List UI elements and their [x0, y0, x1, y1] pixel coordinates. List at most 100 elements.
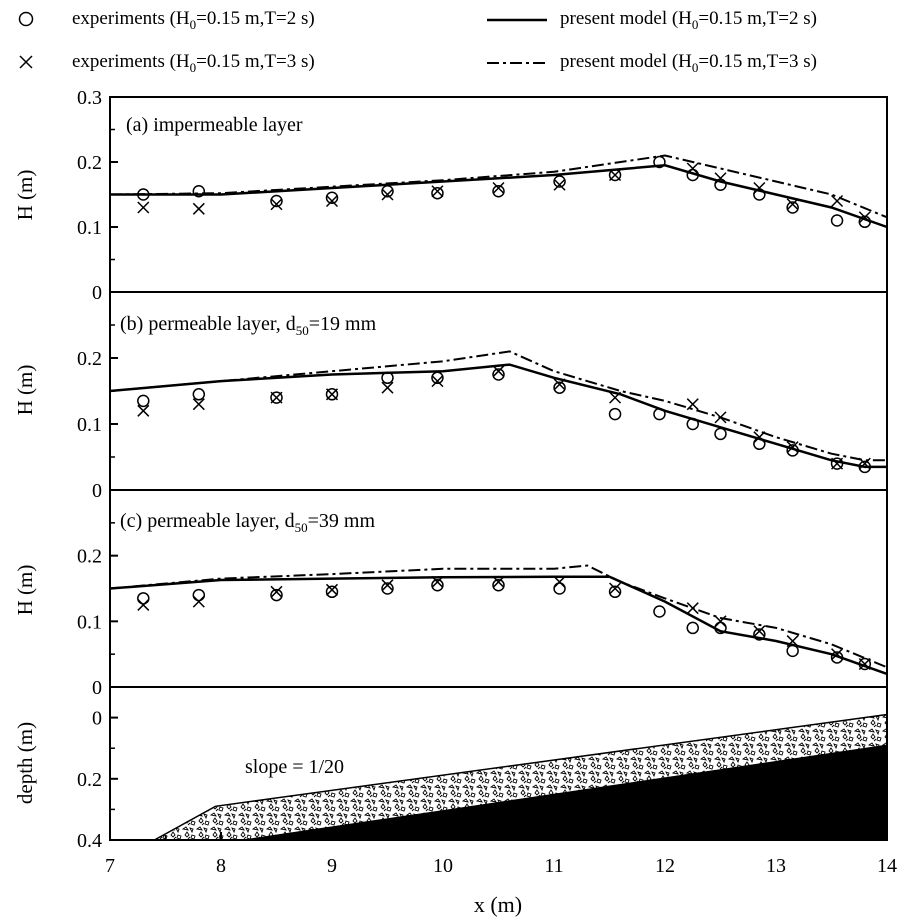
y-tick-label: 0	[92, 480, 102, 502]
legend-item-experiments-t2: experiments (H0=0.15 m,T=2 s)	[18, 8, 315, 32]
exp-point-t2	[492, 578, 505, 592]
panel-b-data	[109, 350, 887, 474]
exp-point-t3	[686, 398, 699, 411]
panel-a-data	[109, 154, 888, 229]
y-tick-label: 0.1	[77, 414, 102, 436]
panel-b-label: (b) permeable layer, d50=19 mm	[120, 313, 377, 338]
x-tick-label: 13	[766, 855, 786, 877]
exp-point-t3	[381, 381, 394, 394]
panel-b-label-tail: =19 mm	[309, 313, 377, 335]
exp-point-t3	[325, 194, 339, 208]
panel-a-ylabel: H (m)	[13, 170, 37, 221]
exp-point-t3	[270, 391, 283, 404]
exp-point-t2	[137, 592, 150, 605]
model-line-t2	[109, 575, 888, 676]
exp-point-t2	[325, 191, 339, 204]
exp-point-t3	[609, 168, 622, 182]
exp-point-t3	[786, 198, 799, 211]
exp-point-t2	[325, 388, 339, 401]
model-line-t2	[110, 164, 888, 229]
legend-label-sub: 0	[190, 60, 197, 75]
y-tick-label: 0.4	[77, 830, 102, 852]
y-tick-label: 0	[92, 708, 102, 730]
legend-label-sub: 0	[692, 17, 699, 32]
svg-text:present model (H0=0.15 m,T=3 s: present model (H0=0.15 m,T=3 s)	[560, 51, 817, 75]
exp-point-t3	[753, 625, 766, 638]
exp-point-t3	[137, 598, 150, 611]
exp-point-t3	[192, 202, 205, 215]
exp-point-t2	[137, 394, 150, 408]
x-tick-label: 14	[877, 855, 897, 877]
exp-point-t2	[192, 185, 206, 198]
legend-label-sub: 0	[692, 60, 699, 75]
model-line-t3	[109, 350, 887, 462]
x-tick-label: 11	[544, 855, 563, 877]
exp-point-t3	[325, 583, 339, 596]
exp-point-t2	[431, 578, 444, 592]
exp-point-t2	[653, 155, 666, 169]
y-tick-label: 0.2	[77, 546, 102, 568]
panel-c-ticks: 0 0.1 0.2	[77, 522, 118, 699]
y-tick-label: 0.2	[77, 152, 102, 174]
slope-annotation: slope = 1/20	[245, 756, 344, 778]
y-tick-label: 0	[92, 282, 102, 304]
panel-a-label: (a) impermeable layer	[126, 114, 303, 136]
y-tick-label: 0.1	[77, 611, 102, 633]
exp-point-t2	[431, 186, 444, 200]
exp-point-t2	[270, 194, 283, 208]
svg-text:present model (H0=0.15 m,T=2 s: present model (H0=0.15 m,T=2 s)	[560, 8, 817, 32]
exp-point-t3	[192, 398, 205, 411]
y-tick-label: 0.2	[77, 348, 102, 370]
panel-b-label-sub: 50	[296, 323, 309, 338]
exp-point-t2	[325, 585, 339, 599]
x-tick-label: 8	[216, 855, 226, 877]
exp-point-t3	[325, 388, 339, 401]
legend-label-tail: =0.15 m,T=3 s)	[196, 51, 315, 72]
legend-label: experiments (H	[72, 51, 190, 72]
panel-c-data	[109, 564, 888, 676]
exp-point-t2	[830, 214, 844, 227]
exp-point-t3	[192, 595, 205, 608]
exp-point-t2	[270, 588, 283, 602]
exp-point-t2	[492, 185, 505, 198]
model-line-t2	[109, 363, 887, 469]
y-tick-label: 0.3	[77, 87, 102, 109]
legend-label: present model (H	[560, 8, 692, 29]
exp-point-t2	[753, 628, 766, 641]
panel-c-label: (c) permeable layer, d50=39 mm	[120, 510, 375, 535]
x-tick-label: 7	[105, 855, 115, 877]
exp-point-t2	[553, 582, 566, 595]
legend-item-experiments-t3: experiments (H0=0.15 m,T=3 s)	[19, 51, 315, 75]
exp-point-t3	[553, 575, 566, 588]
panel-b-ticks: 0 0.1 0.2	[77, 324, 118, 502]
exp-point-t2	[492, 368, 505, 381]
legend-label: experiments (H	[72, 8, 190, 29]
legend-circle-marker	[18, 11, 34, 27]
exp-point-t3	[381, 188, 394, 201]
exp-point-t3	[492, 365, 505, 378]
exp-point-t3	[831, 194, 844, 208]
exp-point-t3	[381, 579, 394, 592]
y-tick-label: 0.2	[77, 769, 102, 791]
panel-b-label-text: (b) permeable layer, d	[120, 313, 296, 335]
x-tick-label: 9	[327, 855, 337, 877]
exp-point-t3	[431, 375, 444, 388]
legend: experiments (H0=0.15 m,T=2 s) experiment…	[18, 8, 817, 75]
y-tick-label: 0	[92, 677, 102, 699]
legend-label-sub: 0	[190, 17, 197, 32]
exp-point-t2	[714, 427, 727, 441]
exp-point-t2	[553, 381, 566, 394]
exp-point-t2	[381, 582, 394, 595]
panel-b: (b) permeable layer, d50=19 mm H (m) 0 0.…	[13, 291, 888, 502]
exp-point-t3	[431, 185, 444, 198]
svg-text:experiments (H0=0.15 m,T=3 s): experiments (H0=0.15 m,T=3 s)	[72, 51, 315, 75]
x-axis-ticks: 7 8 9 10 11 12 13 14	[105, 832, 897, 877]
exp-point-t2	[653, 605, 666, 618]
panel-c: (c) permeable layer, d50=39 mm H (m) 0 0.…	[13, 489, 888, 699]
exp-point-t2	[270, 391, 283, 404]
exp-point-t2	[608, 585, 622, 599]
model-line-t3	[109, 154, 888, 219]
exp-point-t2	[608, 407, 622, 421]
exp-point-t3	[137, 201, 150, 214]
